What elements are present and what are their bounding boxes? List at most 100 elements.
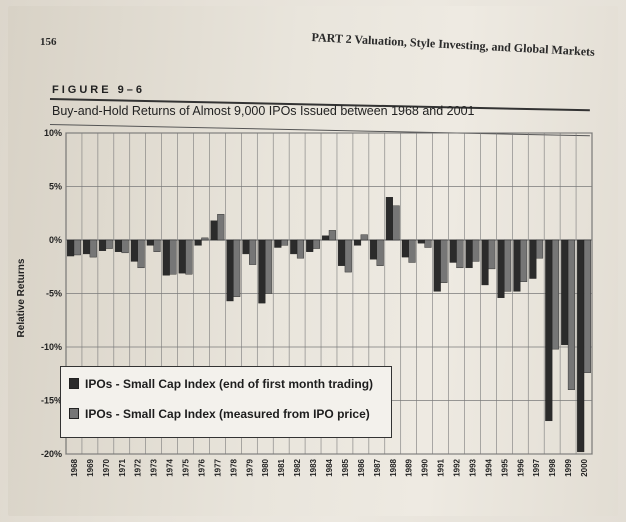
x-tick-label: 1981	[277, 458, 286, 476]
x-tick-label: 1986	[357, 458, 366, 476]
bar-first-month	[529, 239, 537, 279]
bar-ipo-price	[376, 239, 384, 266]
bar-ipo-price	[296, 239, 305, 259]
bar-first-month	[417, 239, 425, 244]
bar-ipo-price	[249, 239, 257, 265]
x-tick-label: 1995	[500, 458, 509, 476]
bar-layer	[67, 196, 591, 453]
bar-ipo-price	[520, 239, 528, 282]
x-tick-label: 1976	[197, 458, 206, 476]
x-tick-label: 1970	[102, 458, 111, 476]
y-tick-label: 0%	[49, 235, 62, 245]
bar-ipo-price	[280, 239, 289, 246]
x-tick-label: 1992	[453, 458, 462, 476]
bar-first-month	[210, 220, 218, 241]
bar-first-month	[290, 239, 298, 255]
x-tick-label: 1972	[134, 458, 143, 476]
bar-ipo-price	[360, 234, 368, 241]
bar-ipo-price	[392, 205, 400, 241]
bar-first-month	[561, 239, 569, 346]
bar-first-month	[114, 239, 122, 252]
y-tick-label: 10%	[44, 128, 62, 138]
bar-ipo-price	[137, 239, 145, 269]
y-tick-label: 5%	[49, 182, 62, 192]
bar-first-month	[545, 239, 553, 422]
bar-first-month	[274, 239, 282, 248]
bar-first-month	[130, 239, 138, 262]
bar-ipo-price	[185, 239, 193, 275]
bar-first-month	[98, 239, 107, 251]
bar-ipo-price	[567, 239, 575, 391]
bar-ipo-price	[424, 239, 432, 248]
x-tick-label: 1974	[166, 458, 175, 476]
y-tick-label: -20%	[41, 449, 62, 459]
legend-label-ipo-price: IPOs - Small Cap Index (measured from IP…	[85, 407, 370, 421]
bar-first-month	[401, 239, 409, 258]
legend-swatch-first-month	[69, 378, 79, 389]
y-axis-label: Relative Returns	[16, 258, 27, 337]
bar-ipo-price	[504, 239, 512, 292]
bar-ipo-price	[456, 239, 464, 269]
x-tick-label: 2000	[580, 458, 589, 476]
bar-ipo-price	[551, 239, 560, 350]
bar-first-month	[162, 239, 170, 276]
bar-first-month	[258, 239, 266, 304]
bar-ipo-price	[440, 239, 448, 283]
bar-first-month	[465, 239, 473, 269]
bar-first-month	[577, 239, 585, 453]
x-tick-label: 1994	[484, 458, 493, 476]
bar-ipo-price	[73, 239, 81, 256]
x-tick-label: 1989	[405, 458, 414, 476]
x-tick-label: 1982	[293, 458, 302, 476]
bar-ipo-price	[488, 239, 496, 270]
x-tick-label: 1980	[261, 458, 270, 476]
bar-first-month	[322, 235, 330, 241]
chart-title: Buy-and-Hold Returns of Almost 9,000 IPO…	[52, 104, 475, 118]
bar-first-month	[306, 239, 314, 252]
bar-ipo-price	[312, 239, 320, 249]
x-tick-label: 1999	[564, 458, 573, 476]
bar-first-month	[353, 239, 362, 246]
grid-layer	[65, 132, 593, 455]
bar-first-month	[449, 239, 457, 263]
bar-ipo-price	[105, 239, 113, 249]
bar-first-month	[369, 239, 378, 260]
bar-ipo-price	[328, 230, 336, 241]
bar-first-month	[178, 239, 186, 274]
x-tick-label: 1979	[245, 458, 254, 476]
y-tick-label: -5%	[46, 289, 62, 299]
x-tick-label: 1993	[468, 458, 477, 476]
bar-first-month	[338, 239, 346, 266]
x-tick-label: 1991	[437, 458, 446, 476]
bar-ipo-price	[536, 239, 544, 259]
x-tick-label: 1987	[373, 458, 382, 476]
x-tick-label: 1975	[182, 458, 191, 476]
bar-first-month	[385, 196, 393, 241]
bar-first-month	[146, 239, 154, 246]
x-tick-label: 1990	[421, 458, 430, 476]
bar-ipo-price	[89, 239, 97, 258]
bar-ipo-price	[472, 239, 480, 262]
bar-ipo-price	[583, 239, 591, 373]
bar-ipo-price	[233, 239, 241, 297]
bar-ipo-price	[169, 239, 177, 275]
x-tick-label: 1978	[229, 458, 238, 476]
x-tick-labels: 1968 1969 1970 1971 1972 1973 1974 1975 1976 1977…	[70, 458, 589, 476]
bar-ipo-price	[153, 239, 161, 252]
bar-ipo-price	[201, 237, 209, 241]
y-tick-label: -10%	[41, 342, 62, 352]
x-tick-label: 1997	[532, 458, 541, 476]
legend-swatch-ipo-price	[69, 408, 79, 419]
bar-first-month	[497, 239, 505, 298]
bar-ipo-price	[217, 214, 225, 241]
x-tick-label: 1971	[118, 458, 127, 476]
legend-label-first-month: IPOs - Small Cap Index (end of first mon…	[85, 377, 374, 391]
x-tick-label: 1988	[389, 458, 398, 476]
x-tick-label: 1977	[213, 458, 222, 476]
x-tick-label: 1998	[548, 458, 557, 476]
bar-first-month	[242, 239, 250, 255]
x-tick-label: 1973	[150, 458, 159, 476]
y-tick-label: -15%	[41, 396, 62, 406]
